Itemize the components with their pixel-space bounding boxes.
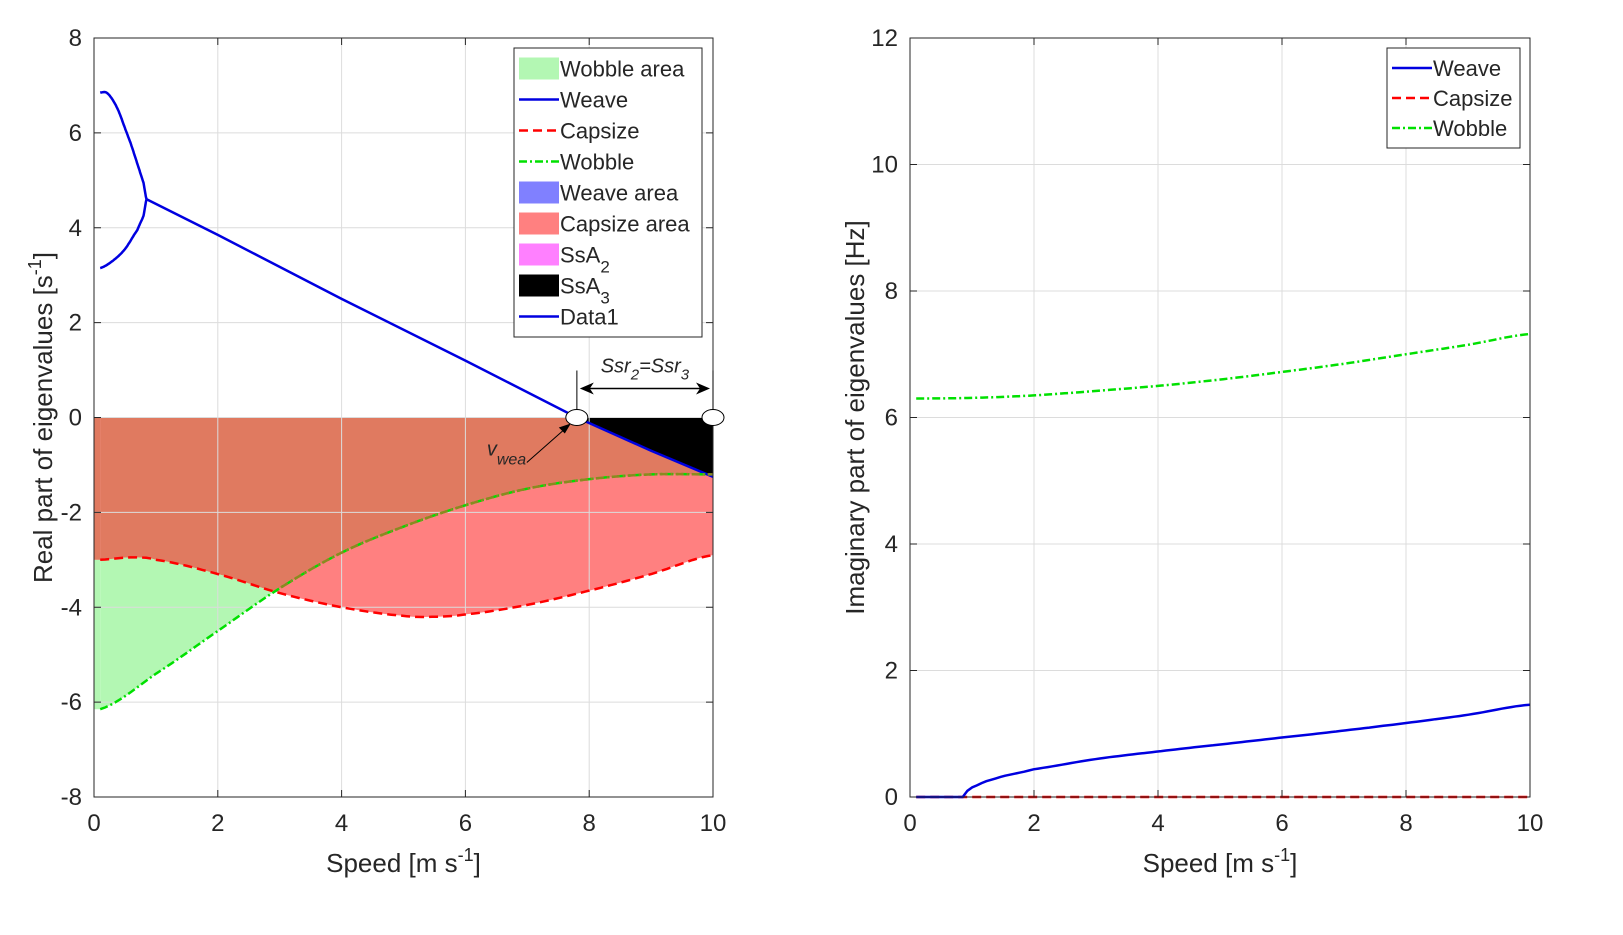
x-tick-label: 0 <box>903 810 916 837</box>
x-axis-label: Speed [m s-1] <box>326 845 481 878</box>
fill-areas <box>94 417 713 710</box>
legend-label: Wobble <box>560 150 634 175</box>
legend-item: Weave area <box>519 181 679 206</box>
y-tick-label: -8 <box>61 784 82 811</box>
legend-item: Wobble <box>1392 116 1507 141</box>
left-axes: 0 2 4 6 8 10 -8 -6 -4 -2 0 2 4 6 8 Speed [m s-1] Real pa… <box>25 25 726 878</box>
y-tick-label: 2 <box>885 658 898 685</box>
y-axis-label: Real part of eigenvalues [s-1] <box>25 252 58 583</box>
v-wea-arrowhead <box>558 423 571 434</box>
right-axes: 0 2 4 6 8 10 0 2 4 6 8 10 12 Speed [m s-1] Imaginary p… <box>840 25 1543 878</box>
wobble-area-edge <box>94 559 101 710</box>
legend-item: Wobble <box>519 150 634 175</box>
y-tick-label: 2 <box>69 310 82 337</box>
series-weave <box>916 703 1531 799</box>
legend-label: Wobble area <box>560 57 685 82</box>
y-tick-label: 8 <box>69 25 82 52</box>
legend-label: Weave <box>560 88 628 113</box>
x-tick-label: 2 <box>1027 810 1040 837</box>
y-tick-label: 6 <box>885 405 898 432</box>
legend-label: Capsize <box>1433 86 1512 111</box>
y-tick-label: 12 <box>871 25 898 52</box>
legend-swatch <box>519 212 559 235</box>
x-tick-label: 4 <box>335 810 348 837</box>
x-tick-label: 10 <box>1517 810 1544 837</box>
ssr-end-marker <box>701 409 725 426</box>
y-tick-label: 0 <box>69 405 82 432</box>
y-tick-label: 4 <box>885 531 898 558</box>
series-weave-lower-branch <box>99 198 148 270</box>
x-tick-label: 6 <box>1275 810 1288 837</box>
y-tick-label: 4 <box>69 215 82 242</box>
v-wea-label: vwea <box>487 439 526 469</box>
legend-label: SsA2 <box>560 243 610 277</box>
y-tick-label: -6 <box>61 689 82 716</box>
legend-label: Capsize <box>560 119 639 144</box>
legend-item: Weave <box>1392 56 1501 81</box>
legend-item: SsA3 <box>519 274 610 308</box>
legend-item: Weave <box>519 88 628 113</box>
x-tick-label: 6 <box>459 810 472 837</box>
x-tick-label: 10 <box>700 810 727 837</box>
ssr-arrowhead-left <box>579 382 594 395</box>
x-axis-label: Speed [m s-1] <box>1143 845 1298 878</box>
legend-item: Capsize <box>519 119 639 144</box>
ssr-arrowhead-right <box>696 382 710 395</box>
legend-label: Weave <box>1433 56 1501 81</box>
legend-item: Data1 <box>519 305 619 330</box>
legend-swatch <box>519 274 559 297</box>
series-weave <box>146 198 714 478</box>
v-wea-arrow-line <box>526 425 570 463</box>
overlap-area <box>100 417 713 592</box>
y-tick-label: 6 <box>69 120 82 147</box>
legend-item: Capsize area <box>519 212 690 237</box>
x-tick-label: 8 <box>583 810 596 837</box>
y-tick-label: 10 <box>871 152 898 179</box>
x-tick-label: 0 <box>87 810 100 837</box>
legend-item: Wobble area <box>519 57 685 82</box>
series-capsize <box>100 553 714 619</box>
series-weave-upper-branch <box>99 90 148 200</box>
y-tick-label: -2 <box>61 499 82 526</box>
legend-label: Wobble <box>1433 116 1507 141</box>
x-tick-label: 8 <box>1399 810 1412 837</box>
legend-label: SsA3 <box>560 274 610 308</box>
x-tick-label: 4 <box>1151 810 1164 837</box>
x-tick-label: 2 <box>211 810 224 837</box>
y-tick-label: 0 <box>885 784 898 811</box>
legend-swatch <box>519 181 559 204</box>
series-wobble <box>916 332 1531 400</box>
y-tick-label: 8 <box>885 278 898 305</box>
legend-item: Capsize <box>1392 86 1512 111</box>
legend-swatch <box>519 57 559 80</box>
legend-label: Capsize area <box>560 212 690 237</box>
legend-label: Weave area <box>560 181 679 206</box>
overlap-area-edge <box>94 417 101 560</box>
legend-label: Data1 <box>560 305 619 330</box>
y-tick-label: -4 <box>61 594 82 621</box>
wobble-overlap-segment <box>280 472 714 589</box>
ssr-label: Ssr2=Ssr3 <box>601 356 690 384</box>
v-wea-marker <box>565 409 589 426</box>
y-axis-label: Imaginary part of eigenvalues [Hz] <box>840 220 870 615</box>
legend-item: SsA2 <box>519 243 610 277</box>
legend-swatch <box>519 243 559 266</box>
wobble-area <box>100 557 272 710</box>
